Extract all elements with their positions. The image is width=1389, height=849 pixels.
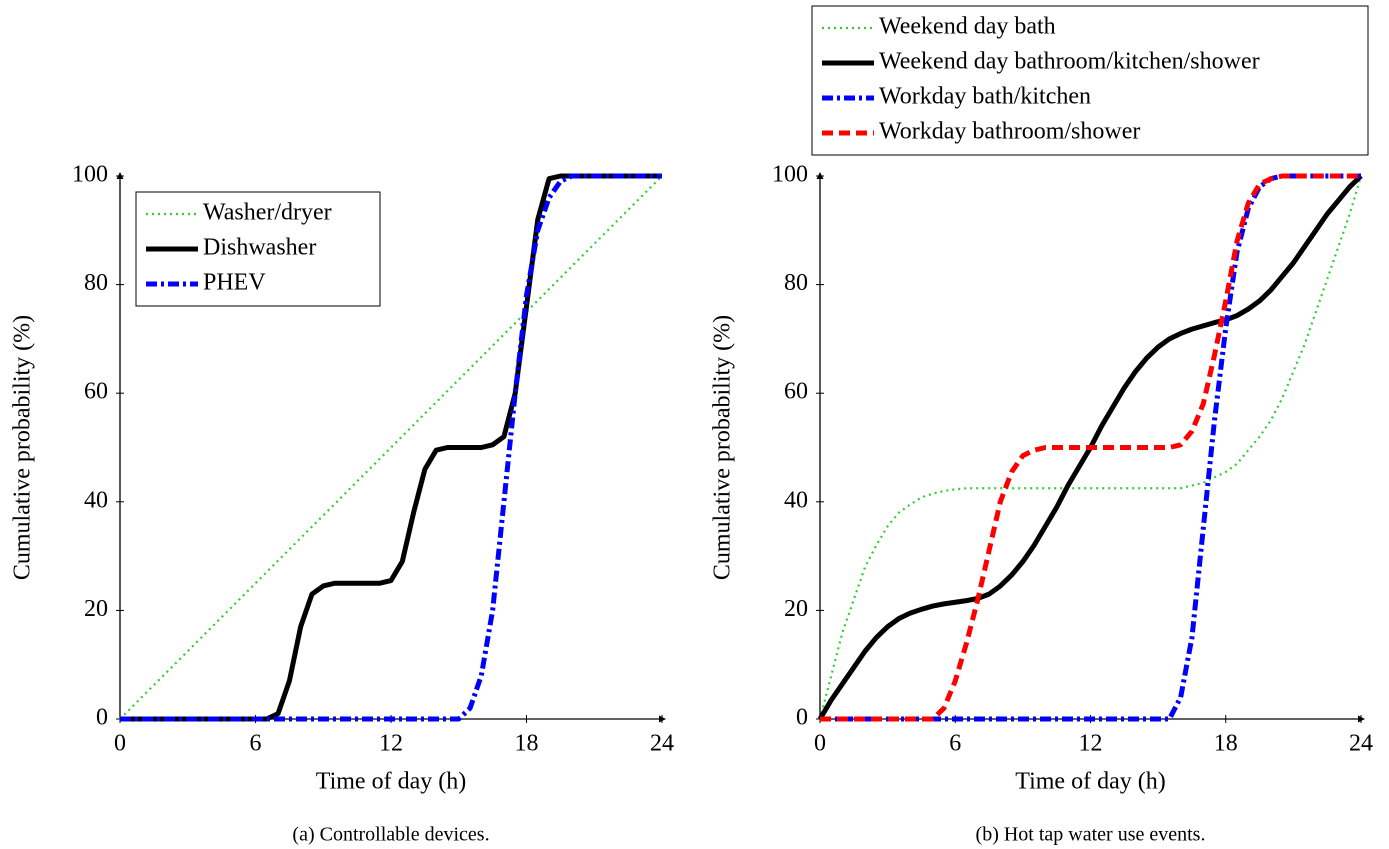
x-axis-label: Time of day (h) (316, 769, 466, 795)
caption: (a) Controllable devices. (292, 824, 489, 846)
x-tick-label: 24 (1349, 731, 1373, 757)
x-tick-label: 18 (1214, 731, 1238, 757)
y-tick-label: 40 (84, 487, 108, 513)
x-axis-label: Time of day (h) (1015, 769, 1165, 795)
x-tick-label: 6 (949, 731, 961, 757)
y-axis-label: Cumulative probability (%) (10, 315, 36, 580)
chart: 0 6 12 18 24 0 20 40 60 80 100 Time of day (h) Cumul… (710, 5, 1373, 846)
legend-label: Weekend day bathroom/kitchen/shower (879, 49, 1260, 75)
legend-label: Weekend day bath (879, 14, 1056, 40)
y-axis-label: Cumulative probability (%) (710, 315, 736, 580)
chart: 0 6 12 18 24 0 20 40 60 80 100 Time of day (h) Cumul… (10, 162, 675, 846)
y-tick-label: 20 (84, 596, 108, 622)
x-tick-label: 18 (515, 731, 539, 757)
legend-label: Workday bath/kitchen (879, 84, 1091, 110)
y-tick-label: 20 (784, 596, 808, 622)
y-tick-label: 80 (84, 270, 108, 296)
x-tick-label: 24 (650, 731, 674, 757)
y-tick-label: 60 (84, 379, 108, 405)
y-tick-label: 100 (772, 162, 808, 188)
legend-label: Workday bathroom/shower (879, 119, 1140, 145)
data-line (119, 175, 663, 720)
legend: Weekend day bath Weekend day bathroom/kit… (811, 5, 1369, 156)
y-tick-label: 40 (784, 487, 808, 513)
y-tick-label: 0 (96, 705, 108, 731)
y-tick-label: 60 (784, 379, 808, 405)
data-line (820, 173, 1361, 722)
legend-label: Dishwasher (203, 235, 316, 261)
x-tick-label: 0 (814, 731, 826, 757)
data-line (120, 173, 662, 722)
x-tick-label: 6 (250, 731, 262, 757)
y-tick-label: 0 (796, 705, 808, 731)
legend: Washer/dryer Dishwasher PHEV (135, 191, 381, 307)
caption: (b) Hot tap water use events. (976, 824, 1206, 846)
x-tick-label: 0 (114, 731, 126, 757)
x-tick-label: 12 (1079, 731, 1103, 757)
legend-label: Washer/dryer (203, 200, 332, 226)
x-tick-label: 12 (379, 731, 403, 757)
data-line (818, 175, 1363, 720)
y-tick-label: 80 (784, 270, 808, 296)
legend-label: PHEV (203, 270, 266, 296)
y-tick-label: 100 (72, 162, 108, 188)
legend-box (811, 5, 1369, 156)
